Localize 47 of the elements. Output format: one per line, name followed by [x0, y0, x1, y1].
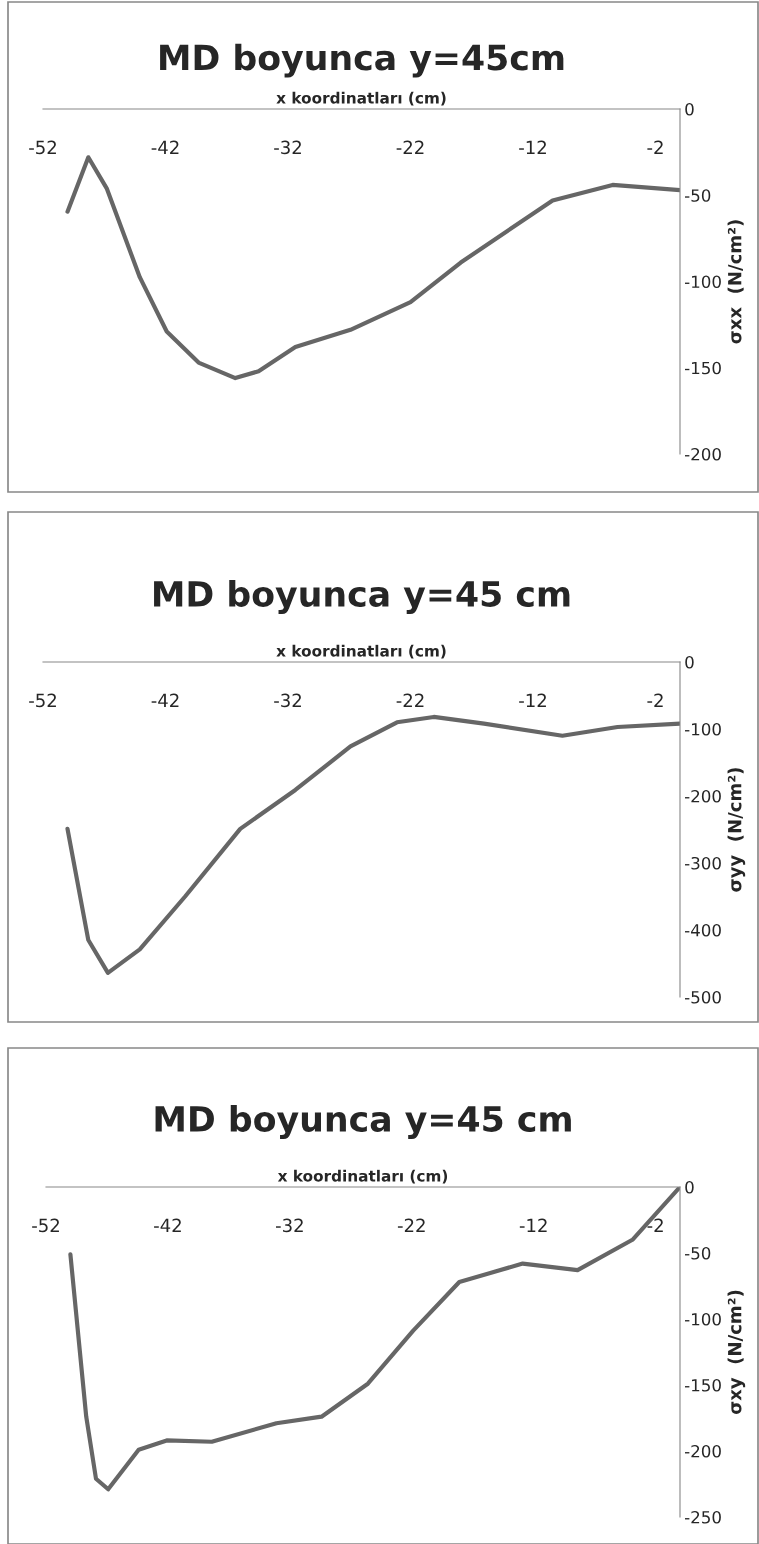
y-tick-label: -100 — [684, 722, 721, 736]
x-tick-label: -52 — [32, 1218, 59, 1233]
x-tick-label: -42 — [154, 1218, 181, 1232]
x-tick-label: -22 — [396, 140, 424, 154]
y-tick-label: -400 — [684, 923, 721, 937]
y-tick-label: 0 — [685, 102, 694, 116]
y-axis-title: σxy (N/cm²) — [727, 1290, 746, 1415]
y-tick-label: -300 — [684, 856, 721, 870]
x-tick-label: -22 — [396, 693, 424, 707]
y-tick-label: -200 — [684, 789, 721, 803]
y-tick-label: -100 — [684, 1312, 721, 1326]
y-tick-label: -200 — [684, 447, 721, 461]
chart-title: MD boyunca y=45 cm — [154, 580, 570, 614]
y-tick-label: 0 — [685, 655, 694, 669]
y-tick-label: -100 — [684, 275, 721, 289]
y-tick-label: -150 — [684, 361, 721, 375]
x-tick-label: -32 — [274, 693, 301, 708]
chart-title: MD boyunca y=45 cm — [155, 1105, 571, 1139]
x-tick-label: -2 — [647, 140, 663, 154]
x-tick-label: -12 — [519, 693, 546, 707]
x-tick-label: -42 — [151, 140, 179, 154]
x-tick-label: -2 — [647, 1218, 663, 1232]
x-tick-label: -32 — [274, 140, 301, 155]
y-tick-label: -200 — [684, 1444, 721, 1458]
chart-title: MD boyunca y=45cm — [160, 43, 564, 78]
x-tick-label: -12 — [519, 1218, 547, 1232]
x-axis-title: x koordinatları (cm) — [276, 91, 446, 106]
y-axis-title: σxx (N/cm²) — [727, 220, 744, 344]
x-tick-label: -32 — [275, 1218, 303, 1233]
line-series — [65, 155, 680, 381]
x-tick-label: -22 — [397, 1218, 425, 1232]
x-tick-label: -42 — [151, 693, 179, 707]
y-tick-label: 0 — [685, 1180, 694, 1194]
y-tick-label: -150 — [684, 1378, 721, 1392]
x-axis-title: x koordinatları (cm) — [277, 1169, 448, 1184]
x-tick-label: -2 — [647, 693, 663, 707]
x-tick-label: -52 — [29, 693, 56, 708]
line-series — [65, 714, 680, 975]
y-axis-title: σyy (N/cm²) — [727, 768, 746, 892]
y-tick-label: -50 — [684, 189, 711, 202]
line-series — [68, 1187, 680, 1492]
y-tick-label: -50 — [684, 1246, 711, 1260]
x-tick-label: -12 — [519, 140, 546, 154]
x-tick-label: -52 — [29, 140, 56, 155]
y-tick-label: -250 — [684, 1510, 721, 1524]
y-tick-label: -500 — [684, 990, 721, 1004]
x-axis-title: x koordinatları (cm) — [276, 644, 446, 659]
